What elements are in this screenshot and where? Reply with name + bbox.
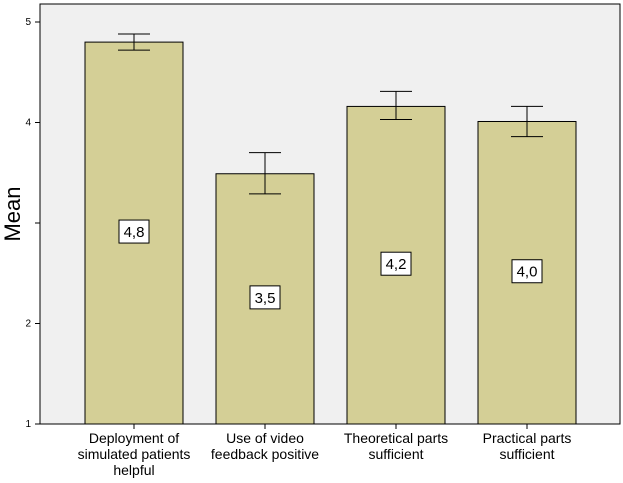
data-label: 4,0 [517, 264, 538, 281]
y-axis-label: Mean [0, 186, 25, 241]
x-category-label: Practical parts [483, 430, 572, 446]
y-tick-label: 4 [25, 118, 31, 129]
x-category-label: sufficient [500, 446, 555, 462]
y-tick-label: 1 [25, 419, 31, 430]
x-category-label: simulated patients [78, 446, 191, 462]
x-category-label: feedback positive [211, 446, 319, 462]
x-category-label: Theoretical parts [344, 430, 448, 446]
data-label-box [511, 259, 543, 284]
y-tick-label: 2 [25, 319, 31, 330]
data-label-box [380, 251, 412, 276]
data-label: 4,8 [124, 224, 145, 241]
x-category-label: Deployment of [89, 430, 179, 446]
x-category-label: Use of video [226, 430, 304, 446]
data-label-box [118, 219, 150, 244]
x-category-label: helpful [113, 462, 154, 478]
data-label: 4,2 [386, 256, 407, 273]
y-tick-label: 5 [25, 17, 31, 28]
data-label: 3,5 [255, 290, 276, 307]
data-label-box [249, 285, 281, 310]
x-category-label: sufficient [369, 446, 424, 462]
